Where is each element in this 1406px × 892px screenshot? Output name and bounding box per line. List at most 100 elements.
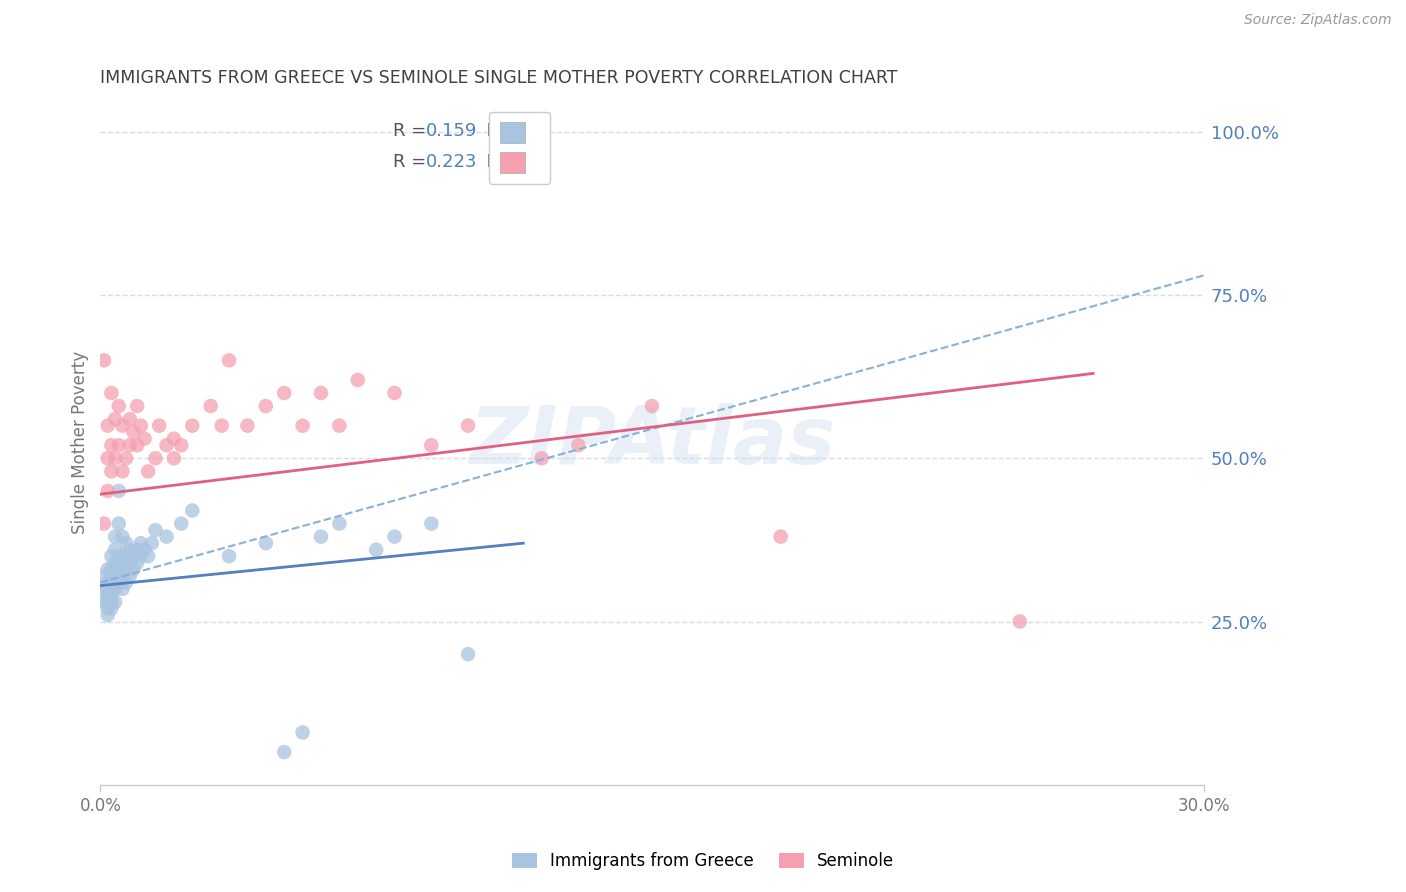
Point bbox=[567, 438, 589, 452]
Point bbox=[111, 569, 134, 583]
Point bbox=[97, 483, 120, 498]
Point bbox=[93, 353, 115, 368]
Point bbox=[181, 418, 204, 433]
Point bbox=[346, 373, 368, 387]
Point bbox=[291, 418, 314, 433]
Point bbox=[127, 438, 149, 452]
Legend: , : , bbox=[489, 112, 550, 184]
Point bbox=[181, 503, 204, 517]
Point bbox=[100, 549, 122, 564]
Point bbox=[111, 530, 134, 544]
Point bbox=[111, 556, 134, 570]
Point bbox=[97, 418, 120, 433]
Point bbox=[100, 386, 122, 401]
Point bbox=[104, 542, 127, 557]
Point bbox=[127, 556, 149, 570]
Point bbox=[111, 418, 134, 433]
Point bbox=[100, 601, 122, 615]
Point bbox=[136, 464, 159, 478]
Point bbox=[328, 418, 350, 433]
Point bbox=[155, 438, 177, 452]
Point bbox=[115, 575, 138, 590]
Point bbox=[218, 353, 240, 368]
Point bbox=[104, 451, 127, 466]
Point bbox=[141, 536, 163, 550]
Text: 62: 62 bbox=[509, 122, 531, 140]
Point bbox=[457, 647, 479, 661]
Point bbox=[93, 582, 115, 596]
Text: R =: R = bbox=[392, 122, 432, 140]
Point bbox=[97, 588, 120, 602]
Point bbox=[104, 530, 127, 544]
Text: 0.223: 0.223 bbox=[426, 153, 477, 171]
Point bbox=[136, 549, 159, 564]
Point bbox=[100, 562, 122, 576]
Point bbox=[115, 549, 138, 564]
Point bbox=[93, 595, 115, 609]
Y-axis label: Single Mother Poverty: Single Mother Poverty bbox=[72, 351, 89, 533]
Point bbox=[104, 582, 127, 596]
Point bbox=[384, 386, 406, 401]
Point bbox=[155, 530, 177, 544]
Text: ZIPAtlas: ZIPAtlas bbox=[468, 403, 835, 481]
Point bbox=[420, 438, 443, 452]
Point bbox=[309, 386, 332, 401]
Point bbox=[384, 530, 406, 544]
Point bbox=[273, 386, 295, 401]
Point bbox=[97, 575, 120, 590]
Text: 0.159: 0.159 bbox=[426, 122, 477, 140]
Point bbox=[107, 399, 129, 413]
Point bbox=[122, 562, 145, 576]
Point bbox=[100, 595, 122, 609]
Point bbox=[115, 451, 138, 466]
Point bbox=[309, 530, 332, 544]
Point bbox=[111, 582, 134, 596]
Point bbox=[107, 516, 129, 531]
Point bbox=[107, 575, 129, 590]
Point bbox=[127, 542, 149, 557]
Text: N =: N = bbox=[475, 153, 527, 171]
Point bbox=[100, 588, 122, 602]
Point bbox=[1008, 615, 1031, 629]
Point bbox=[97, 595, 120, 609]
Point bbox=[200, 399, 222, 413]
Point bbox=[107, 549, 129, 564]
Point bbox=[163, 432, 186, 446]
Point bbox=[273, 745, 295, 759]
Point bbox=[127, 399, 149, 413]
Point bbox=[530, 451, 553, 466]
Point bbox=[129, 418, 152, 433]
Point bbox=[97, 562, 120, 576]
Point bbox=[97, 607, 120, 622]
Point bbox=[134, 542, 156, 557]
Point bbox=[291, 725, 314, 739]
Point bbox=[145, 523, 167, 537]
Point bbox=[115, 536, 138, 550]
Point bbox=[122, 549, 145, 564]
Point bbox=[111, 464, 134, 478]
Point bbox=[457, 418, 479, 433]
Point bbox=[254, 399, 277, 413]
Text: R =: R = bbox=[392, 153, 432, 171]
Legend: Immigrants from Greece, Seminole: Immigrants from Greece, Seminole bbox=[505, 846, 901, 877]
Point bbox=[366, 542, 388, 557]
Point bbox=[211, 418, 233, 433]
Point bbox=[107, 438, 129, 452]
Point bbox=[100, 582, 122, 596]
Point bbox=[100, 575, 122, 590]
Point bbox=[118, 412, 141, 426]
Point bbox=[129, 549, 152, 564]
Point bbox=[104, 412, 127, 426]
Point bbox=[115, 562, 138, 576]
Point bbox=[170, 516, 193, 531]
Point bbox=[218, 549, 240, 564]
Point bbox=[163, 451, 186, 466]
Point bbox=[104, 595, 127, 609]
Point bbox=[93, 516, 115, 531]
Point bbox=[118, 438, 141, 452]
Point bbox=[100, 438, 122, 452]
Point bbox=[118, 556, 141, 570]
Point bbox=[118, 542, 141, 557]
Point bbox=[107, 562, 129, 576]
Point bbox=[145, 451, 167, 466]
